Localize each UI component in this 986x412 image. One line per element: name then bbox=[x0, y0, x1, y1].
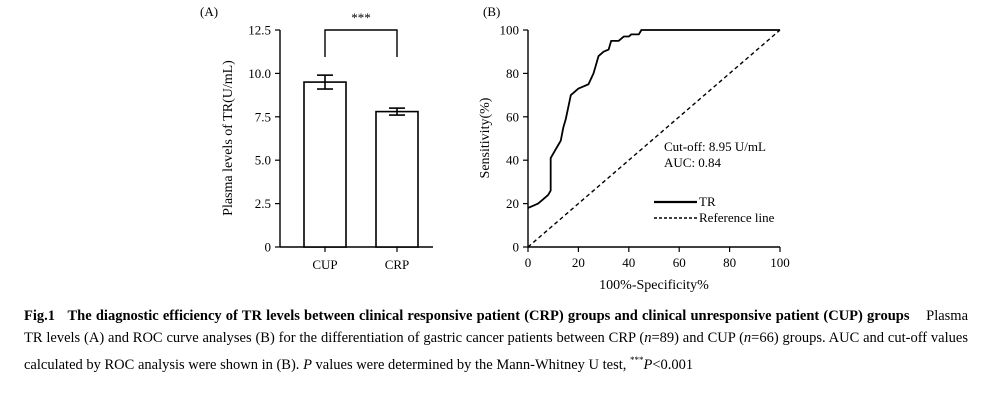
b-ytick-label: 100 bbox=[500, 23, 520, 38]
a-ytick-label: 10.0 bbox=[248, 66, 271, 81]
b-ytick-label: 60 bbox=[506, 109, 519, 124]
panel-b-y-ticks: 0 20 40 60 80 100 bbox=[500, 23, 528, 255]
a-ytick-label: 2.5 bbox=[255, 196, 271, 211]
panel-b-x-axis-title: 100%-Specificity% bbox=[599, 278, 709, 293]
b-xtick-label: 80 bbox=[723, 255, 736, 270]
roc-curve-tr bbox=[527, 29, 780, 209]
b-ytick-label: 40 bbox=[506, 153, 519, 168]
b-xtick-label: 40 bbox=[622, 255, 635, 270]
cutoff-annotation: Cut-off: 8.95 U/mL bbox=[664, 139, 766, 154]
legend-tr-label: TR bbox=[699, 194, 716, 209]
panel-b-series bbox=[527, 29, 781, 248]
caption-body-3: <0.001 bbox=[652, 356, 694, 373]
caption-eq-1: =89) and CUP ( bbox=[651, 330, 744, 346]
b-xtick-label: 100 bbox=[770, 255, 790, 270]
a-ytick-label: 12.5 bbox=[248, 23, 271, 38]
bar-crp bbox=[375, 110, 419, 248]
legend: TR Reference line bbox=[654, 194, 775, 225]
b-xtick-label: 0 bbox=[525, 255, 532, 270]
figure-caption: Fig.1 The diagnostic efficiency of TR le… bbox=[24, 305, 968, 376]
significance-stars: *** bbox=[351, 10, 371, 25]
panel-a-label: (A) bbox=[200, 4, 218, 19]
caption-body-1: Plasma TR levels (A) and ROC curve analy… bbox=[24, 308, 969, 346]
panel-b-label: (B) bbox=[483, 4, 500, 19]
panel-a-y-axis-title: Plasma levels of TR(U/mL) bbox=[221, 60, 236, 216]
panel-b-roc-chart: (B) Sensitivity(%) 100%-Specificity% 0 20… bbox=[478, 4, 790, 293]
caption-fig-label: Fig.1 bbox=[24, 308, 56, 324]
caption-n-2: n bbox=[743, 330, 752, 346]
a-xtick-label-cup: CUP bbox=[312, 257, 337, 272]
a-xtick-label-crp: CRP bbox=[385, 257, 410, 272]
caption-title: The diagnostic efficiency of TR levels b… bbox=[67, 308, 910, 324]
panel-a-x-ticks: CUP CRP bbox=[312, 247, 409, 272]
b-ytick-label: 0 bbox=[513, 240, 520, 255]
a-ytick-label: 7.5 bbox=[255, 109, 271, 124]
caption-stars: *** bbox=[630, 355, 644, 365]
caption-n-1: n bbox=[644, 330, 652, 346]
significance-bracket bbox=[324, 29, 398, 57]
b-ytick-label: 20 bbox=[506, 196, 519, 211]
caption-eq-2: =66) groups. AUC and cut-off values calc… bbox=[24, 330, 968, 373]
panel-b-y-axis-title: Sensitivity(%) bbox=[478, 97, 493, 178]
panel-a-bar-chart: (A) Plasma levels of TR(U/mL) 0 2.5 5.0 7.5… bbox=[200, 4, 433, 272]
panel-a-bars bbox=[303, 74, 419, 248]
panel-a-y-ticks: 0 2.5 5.0 7.5 10.0 12.5 bbox=[248, 23, 280, 255]
bar-cup bbox=[303, 81, 347, 248]
caption-p-2: P bbox=[643, 356, 653, 373]
auc-annotation: AUC: 0.84 bbox=[664, 155, 722, 170]
b-xtick-label: 20 bbox=[572, 255, 585, 270]
b-xtick-label: 60 bbox=[673, 255, 686, 270]
b-ytick-label: 80 bbox=[506, 66, 519, 81]
caption-p-1: P bbox=[303, 356, 312, 373]
caption-body-2: values were determined by the Mann-Whitn… bbox=[311, 356, 631, 373]
figure: (A) Plasma levels of TR(U/mL) 0 2.5 5.0 7.5… bbox=[200, 4, 790, 293]
legend-reference-label: Reference line bbox=[699, 210, 775, 225]
a-ytick-label: 5.0 bbox=[255, 153, 271, 168]
panel-b-x-ticks: 0 20 40 60 80 100 bbox=[525, 247, 790, 270]
a-ytick-label: 0 bbox=[265, 240, 272, 255]
